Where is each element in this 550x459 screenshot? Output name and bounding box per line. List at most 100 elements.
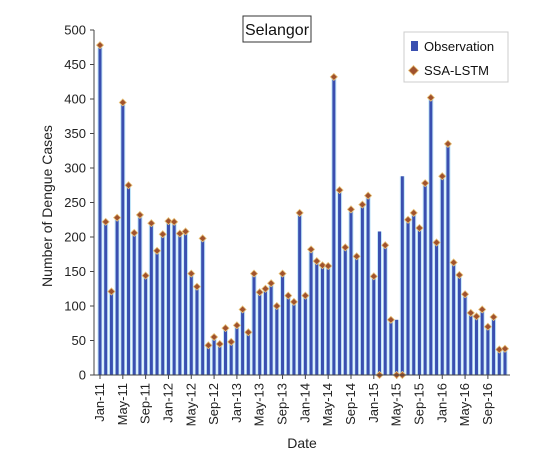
observation-bar (480, 311, 484, 375)
observation-bar (184, 231, 188, 375)
ssa-lstm-marker (306, 245, 316, 254)
observation-bar (320, 265, 324, 375)
ssa-lstm-marker (472, 312, 481, 321)
observation-bar (395, 319, 399, 375)
observation-bar (195, 286, 199, 375)
observation-bar (474, 318, 478, 375)
observation-bar (446, 145, 450, 375)
ssa-lstm-marker (249, 269, 259, 278)
ssa-lstm-marker (175, 229, 184, 238)
ssa-lstm-marker (244, 328, 253, 337)
ssa-lstm-marker (381, 241, 390, 250)
observation-bar (104, 223, 108, 375)
x-tick-label: May-13 (252, 383, 267, 426)
observation-bar (338, 192, 342, 375)
legend-observation-swatch (411, 41, 418, 51)
ssa-lstm-marker (158, 230, 167, 239)
ssa-lstm-marker (489, 312, 498, 322)
observation-bar (206, 346, 210, 375)
x-tick-label: Sep-12 (206, 383, 221, 425)
ssa-lstm-marker (335, 185, 344, 195)
observation-bar (189, 273, 193, 375)
observation-bar (98, 47, 102, 375)
observation-bar (435, 242, 439, 375)
observation-bar (326, 268, 330, 375)
y-tick-label: 200 (64, 230, 86, 245)
observation-bar (172, 223, 176, 375)
ssa-lstm-marker (284, 291, 293, 300)
ssa-lstm-marker (409, 208, 418, 217)
x-tick-label: Jan-13 (229, 383, 244, 423)
y-ticks: 0 50 100 150 200 250 300 350 400 450 500 (64, 23, 94, 383)
observation-bar (144, 274, 148, 375)
observation-bar (229, 341, 233, 375)
y-tick-label: 450 (64, 57, 86, 72)
ssa-lstm-marker (198, 234, 207, 243)
ssa-lstm-marker (483, 322, 492, 331)
legend-ssa-lstm-swatch (407, 64, 420, 77)
ssa-lstm-marker (278, 269, 287, 278)
x-ticks: Jan-11 May-11 Sep-11 Jan-12 May-12 Sep-12 Jan-… (92, 375, 495, 426)
ssa-lstm-marker (238, 305, 247, 314)
observation-bar (332, 76, 336, 376)
ssa-lstm-marker (124, 181, 133, 190)
ssa-lstm-marker (403, 215, 413, 224)
ssa-lstm-marker (324, 261, 333, 271)
observation-bar (469, 314, 473, 375)
observation-bar (252, 274, 256, 375)
ssa-lstm-marker (267, 279, 276, 288)
legend: Observation SSA-LSTM (403, 31, 509, 83)
observation-bar (223, 328, 227, 375)
ssa-lstm-marker (500, 344, 510, 353)
ssa-lstm-marker (147, 219, 156, 228)
ssa-lstm-marker (495, 345, 504, 354)
observation-bar (109, 292, 113, 375)
ssa-lstm-marker (113, 213, 122, 222)
y-tick-label: 300 (64, 161, 86, 176)
observation-bar (372, 276, 376, 375)
x-tick-label: Sep-11 (138, 383, 153, 424)
observation-bar (218, 343, 222, 375)
observation-bar (360, 205, 364, 375)
y-tick-label: 400 (64, 92, 86, 107)
ssa-lstm-marker (426, 93, 435, 102)
ssa-lstm-marker (415, 223, 424, 233)
x-tick-label: Sep-13 (275, 383, 290, 425)
observation-bar (378, 231, 382, 375)
legend-ssa-lstm-label: SSA-LSTM (424, 63, 489, 78)
observation-bar (155, 252, 159, 375)
observation-bar (235, 325, 239, 375)
ssa-lstm-marker (95, 41, 105, 50)
observation-bar (132, 233, 136, 375)
ssa-lstm-marker (421, 179, 430, 188)
ssa-lstm-marker (289, 297, 299, 306)
ssa-lstm-marker (386, 315, 396, 324)
observation-bar (343, 248, 347, 375)
x-tick-label: Jan-12 (160, 383, 175, 423)
ssa-lstm-marker (312, 257, 321, 266)
ssa-lstm-marker (272, 301, 281, 311)
ssa-lstm-marker (329, 72, 338, 82)
ssa-lstm-marker (432, 238, 441, 247)
ssa-lstm-marker (118, 98, 127, 107)
observation-bar (263, 288, 267, 375)
ssa-lstm-marker (152, 246, 162, 255)
x-tick-label: Jan-16 (434, 383, 449, 423)
y-tick-label: 0 (79, 368, 86, 383)
ssa-lstm-marker (466, 308, 475, 318)
observation-bar (149, 224, 153, 375)
observation-bar (440, 178, 444, 375)
observation-bar (303, 295, 307, 375)
observation-bar (366, 196, 370, 375)
observation-bar (412, 214, 416, 375)
observation-bar (275, 307, 279, 375)
x-tick-label: May-15 (389, 383, 404, 426)
x-tick-label: Jan-14 (297, 383, 312, 423)
observation-bar (309, 250, 313, 375)
observation-bar (406, 221, 410, 375)
x-axis-label: Date (287, 435, 317, 451)
y-axis-label-group: Number of Dengue Cases (39, 125, 55, 287)
ssa-lstm-marker (135, 210, 145, 220)
ssa-lstm-marker (295, 208, 304, 217)
